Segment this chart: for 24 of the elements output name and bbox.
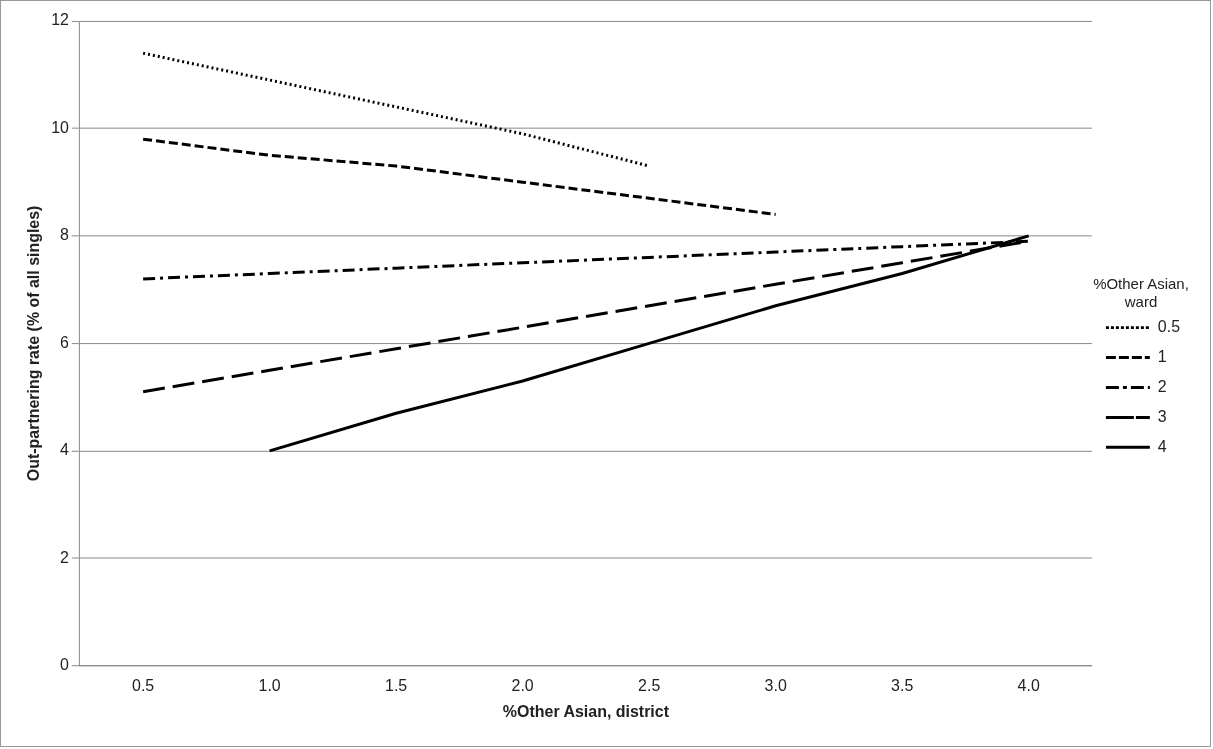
legend-label: 1 (1157, 347, 1167, 365)
y-tick-label: 6 (60, 333, 70, 351)
x-tick-label: 1.5 (385, 676, 408, 694)
legend-label: 0.5 (1157, 318, 1181, 336)
x-tick-label: 4.0 (1017, 676, 1040, 694)
y-tick-label: 0 (60, 656, 70, 674)
legend-label: 4 (1157, 437, 1167, 455)
y-tick-label: 10 (51, 118, 70, 136)
y-axis-title: Out-partnering rate (% of all singles) (24, 205, 42, 482)
legend-label: 2 (1157, 377, 1167, 395)
y-tick-label: 2 (60, 548, 70, 566)
y-tick-label: 12 (51, 11, 70, 29)
x-tick-label: 3.5 (891, 676, 914, 694)
x-tick-label: 2.5 (638, 676, 661, 694)
x-tick-label: 0.5 (132, 676, 155, 694)
y-tick-label: 4 (60, 441, 70, 459)
x-axis-title: %Other Asian, district (502, 702, 670, 720)
x-tick-label: 1.0 (258, 676, 281, 694)
x-tick-label: 3.0 (764, 676, 787, 694)
legend-title: %Other Asian, ward (1093, 275, 1189, 311)
x-tick-label: 2.0 (511, 676, 534, 694)
legend-label: 3 (1157, 407, 1167, 425)
line-series (141, 137, 778, 216)
y-tick-label: 8 (60, 226, 70, 244)
